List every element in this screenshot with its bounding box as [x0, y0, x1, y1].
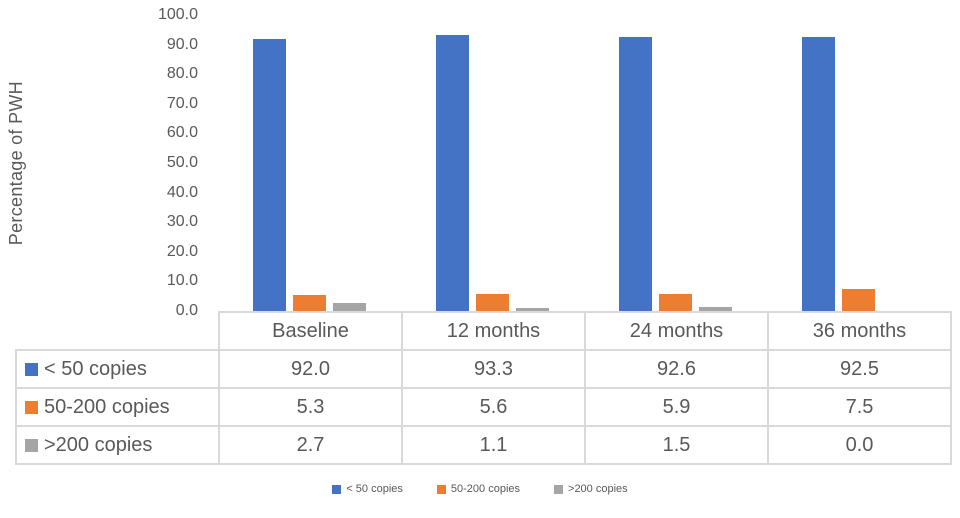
bar-200-copies-12-months	[516, 307, 549, 311]
y-tick-label: 20.0	[166, 242, 198, 260]
legend-swatch-icon	[554, 484, 564, 494]
y-axis-title-text: Percentage of PWH	[6, 80, 26, 246]
table-row-200-copies: >200 copies 2.7 1.1 1.5 0.0	[15, 425, 952, 465]
y-tick-label: 90.0	[166, 35, 198, 53]
bar-group-36-months	[767, 15, 950, 311]
table-value-cell: 5.9	[584, 387, 769, 427]
legend-swatch-icon	[332, 484, 342, 494]
legend-swatch-icon	[436, 484, 446, 494]
legend-item-50-200-copies: 50-200 copies	[436, 483, 521, 495]
y-tick-label: 30.0	[166, 213, 198, 231]
data-table: Baseline 12 months 24 months 36 months < 50 …	[15, 311, 952, 465]
legend-item-200-copies: >200 copies	[554, 483, 628, 495]
table-header-cell-24-months: 24 months	[584, 311, 769, 351]
table-header-row: Baseline 12 months 24 months 36 months	[16, 311, 952, 351]
bar-50-200-copies-36-months	[842, 288, 875, 311]
table-value-cell: 2.7	[218, 425, 403, 465]
y-axis-ticks: 100.0 90.0 80.0 70.0 60.0 50.0 40.0 30.0 20.0 10.…	[110, 6, 198, 319]
bar-group-24-months	[584, 15, 767, 311]
y-tick-label: 100.0	[157, 6, 198, 23]
series-name: 50-200 copies	[44, 395, 170, 418]
series-swatch-icon	[25, 362, 38, 376]
legend-item-50-copies: < 50 copies	[332, 483, 403, 495]
bar-50-copies-baseline	[253, 38, 286, 311]
bar-50-copies-36-months	[802, 37, 835, 311]
table-value-cell: 92.0	[218, 349, 403, 389]
y-axis-title: Percentage of PWH	[6, 15, 27, 311]
table-row-label: 50-200 copies	[15, 387, 220, 427]
table-header-cell-baseline: Baseline	[218, 311, 403, 351]
table-value-cell: 5.6	[401, 387, 586, 427]
y-tick-label: 80.0	[166, 65, 198, 83]
series-name: < 50 copies	[44, 357, 147, 380]
legend-label: < 50 copies	[346, 483, 403, 495]
table-value-cell: 1.1	[401, 425, 586, 465]
table-value-cell: 0.0	[767, 425, 952, 465]
legend-label: 50-200 copies	[450, 483, 521, 495]
bar-group-12-months	[401, 15, 584, 311]
series-swatch-icon	[25, 400, 38, 414]
bar-50-200-copies-12-months	[476, 294, 509, 311]
bar-200-copies-24-months	[699, 306, 732, 311]
table-row-50-copies: < 50 copies 92.0 93.3 92.6 92.5	[15, 349, 952, 389]
bar-50-200-copies-24-months	[659, 293, 692, 311]
y-tick-label: 10.0	[166, 272, 198, 290]
legend-label: >200 copies	[568, 483, 628, 495]
y-tick-label: 60.0	[166, 124, 198, 142]
table-row-50-200-copies: 50-200 copies 5.3 5.6 5.9 7.5	[15, 387, 952, 427]
table-row-label: < 50 copies	[15, 349, 220, 389]
y-tick-label: 0.0	[175, 302, 198, 319]
plot-area	[218, 15, 950, 311]
legend: < 50 copies 50-200 copies >200 copies	[0, 483, 960, 495]
table-value-cell: 92.6	[584, 349, 769, 389]
series-swatch-icon	[25, 438, 38, 452]
table-header-cell-36-months: 36 months	[767, 311, 952, 351]
table-value-cell: 1.5	[584, 425, 769, 465]
table-row-label: >200 copies	[15, 425, 220, 465]
bar-50-copies-24-months	[619, 36, 652, 311]
bar-50-copies-12-months	[436, 34, 469, 311]
table-value-cell: 93.3	[401, 349, 586, 389]
table-header-cell-12-months: 12 months	[401, 311, 586, 351]
bar-50-200-copies-baseline	[293, 295, 326, 311]
table-value-cell: 7.5	[767, 387, 952, 427]
bar-200-copies-baseline	[333, 303, 366, 311]
table-value-cell: 92.5	[767, 349, 952, 389]
y-tick-label: 40.0	[166, 183, 198, 201]
series-name: >200 copies	[44, 433, 153, 456]
bar-group-baseline	[218, 15, 401, 311]
y-tick-label: 50.0	[166, 154, 198, 171]
table-value-cell: 5.3	[218, 387, 403, 427]
y-tick-label: 70.0	[166, 94, 198, 112]
table-corner-cell	[16, 312, 219, 350]
